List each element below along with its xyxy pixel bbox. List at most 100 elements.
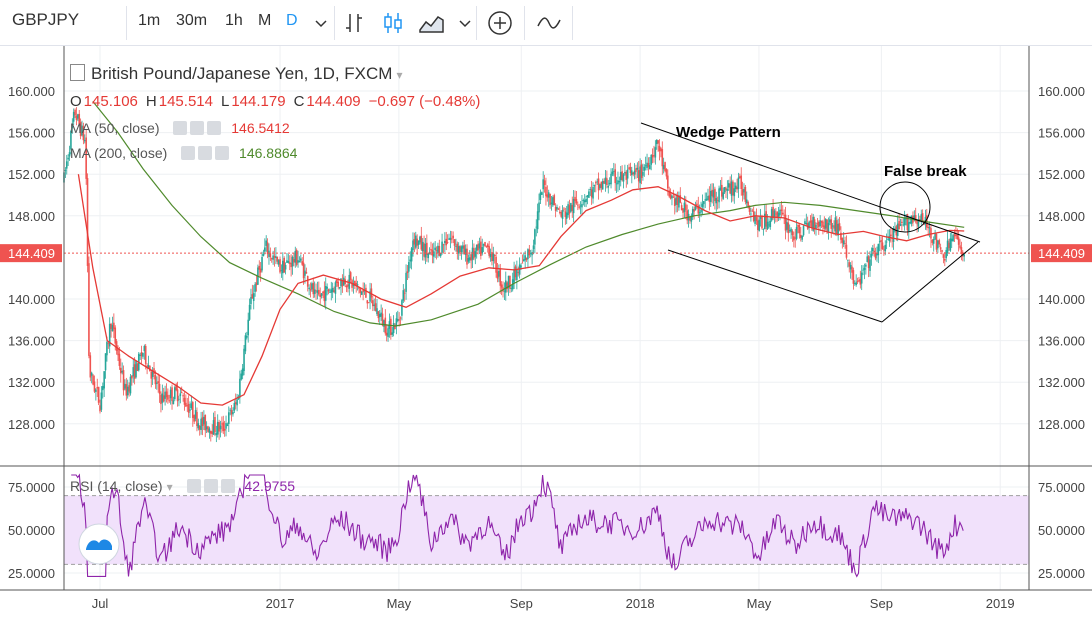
candle [478,237,481,255]
chevron-down-icon[interactable]: ▾ [166,480,173,494]
candle [500,281,503,296]
compare-plus-icon[interactable] [485,8,515,38]
candle [822,219,824,235]
candle [583,194,586,207]
candle [445,231,448,251]
candle [910,215,913,227]
close-icon[interactable] [220,479,235,493]
gear-icon[interactable] [198,146,213,160]
wedge-lower-line [667,249,883,323]
candle [232,407,234,417]
candle-body [154,375,157,385]
chevron-down-icon[interactable] [450,8,480,38]
area-style-icon[interactable] [416,8,446,38]
last-price-tag [0,244,62,263]
candle [207,425,209,433]
candle [119,358,122,383]
candle-body [143,345,146,352]
candle-body [424,243,427,258]
symbol-search[interactable]: GBPJPY [12,10,80,29]
ma50-legend[interactable]: MA (50, close) 146.5412 [70,120,290,136]
candle-body [340,278,342,287]
rsi-legend[interactable]: RSI (14, close) ▾ 42.9755 [70,478,295,494]
candle [835,216,838,237]
chart-title-legend[interactable]: British Pound/Japanese Yen, 1D, FXCM ▾ [70,64,402,84]
gear-icon[interactable] [203,479,218,493]
interval-1m[interactable]: 1m [138,12,161,29]
eye-icon[interactable] [186,479,201,493]
candle [233,400,236,414]
price-chart[interactable]: 160.000 156.000 152.000 148.000 144.409 140.0… [0,46,1092,622]
candle [185,394,187,408]
candle [173,385,176,402]
candle-body [316,290,319,293]
candle [640,160,643,185]
interval-month[interactable]: M [258,12,272,29]
candle-body [318,289,320,295]
candle-body [874,252,877,259]
candle [150,369,153,388]
candle [257,264,259,285]
close-icon[interactable] [215,146,230,160]
candle-body [698,212,701,214]
eye-icon[interactable] [173,121,188,135]
candle-body [703,201,705,205]
candle-body [75,115,78,121]
candle-body [629,166,632,173]
candle [273,247,276,267]
candle [708,186,711,211]
indicators-icon[interactable] [534,8,564,38]
bar-style-icon[interactable] [340,8,370,38]
candle-body [655,139,658,145]
candle [539,189,542,204]
candle-body [722,192,725,199]
candle-body [859,278,862,285]
candle-body [844,243,846,245]
interval-30m[interactable]: 30m [176,12,208,29]
candle-body [860,272,863,284]
candle [488,240,490,259]
candle-body [586,195,589,198]
chevron-down-icon[interactable] [306,8,336,38]
ma50-value: 146.5412 [231,120,290,136]
candle [279,256,281,274]
candle-body [493,254,496,257]
chevron-down-icon[interactable]: ▾ [396,68,403,82]
candle [607,179,610,194]
candle-body [611,171,614,175]
candle [90,371,93,384]
eye-icon[interactable] [181,146,196,160]
candle-body [773,210,776,217]
candle-style-icon[interactable] [378,8,408,38]
candle [943,251,946,267]
candle [190,395,193,410]
candle [556,204,558,213]
candle [183,392,186,411]
candle [101,382,104,399]
candle [834,210,837,236]
interval-day[interactable]: D [286,12,298,29]
gear-icon[interactable] [190,121,205,135]
candle-body [179,393,182,397]
candle-body [147,365,150,368]
ma200-legend[interactable]: MA (200, close) 146.8864 [70,145,297,161]
candle-body [721,184,723,197]
candle-body [797,224,799,227]
candle-body [139,355,141,356]
candle [390,316,392,340]
candle-body [589,188,592,190]
candle-body [81,125,83,135]
candle [118,346,121,370]
candle [308,284,310,296]
candle [842,232,845,248]
rsi-axis-left: 75.0000 50.0000 25.0000 [8,480,55,581]
candle-body [489,253,492,257]
close-icon[interactable] [207,121,222,135]
candle-body [65,161,68,169]
candle-body [201,417,204,427]
interval-1h[interactable]: 1h [225,12,243,29]
chart-settings-icon[interactable] [70,64,85,81]
candle [643,164,646,177]
candle-body [733,188,736,197]
candle [179,387,182,404]
